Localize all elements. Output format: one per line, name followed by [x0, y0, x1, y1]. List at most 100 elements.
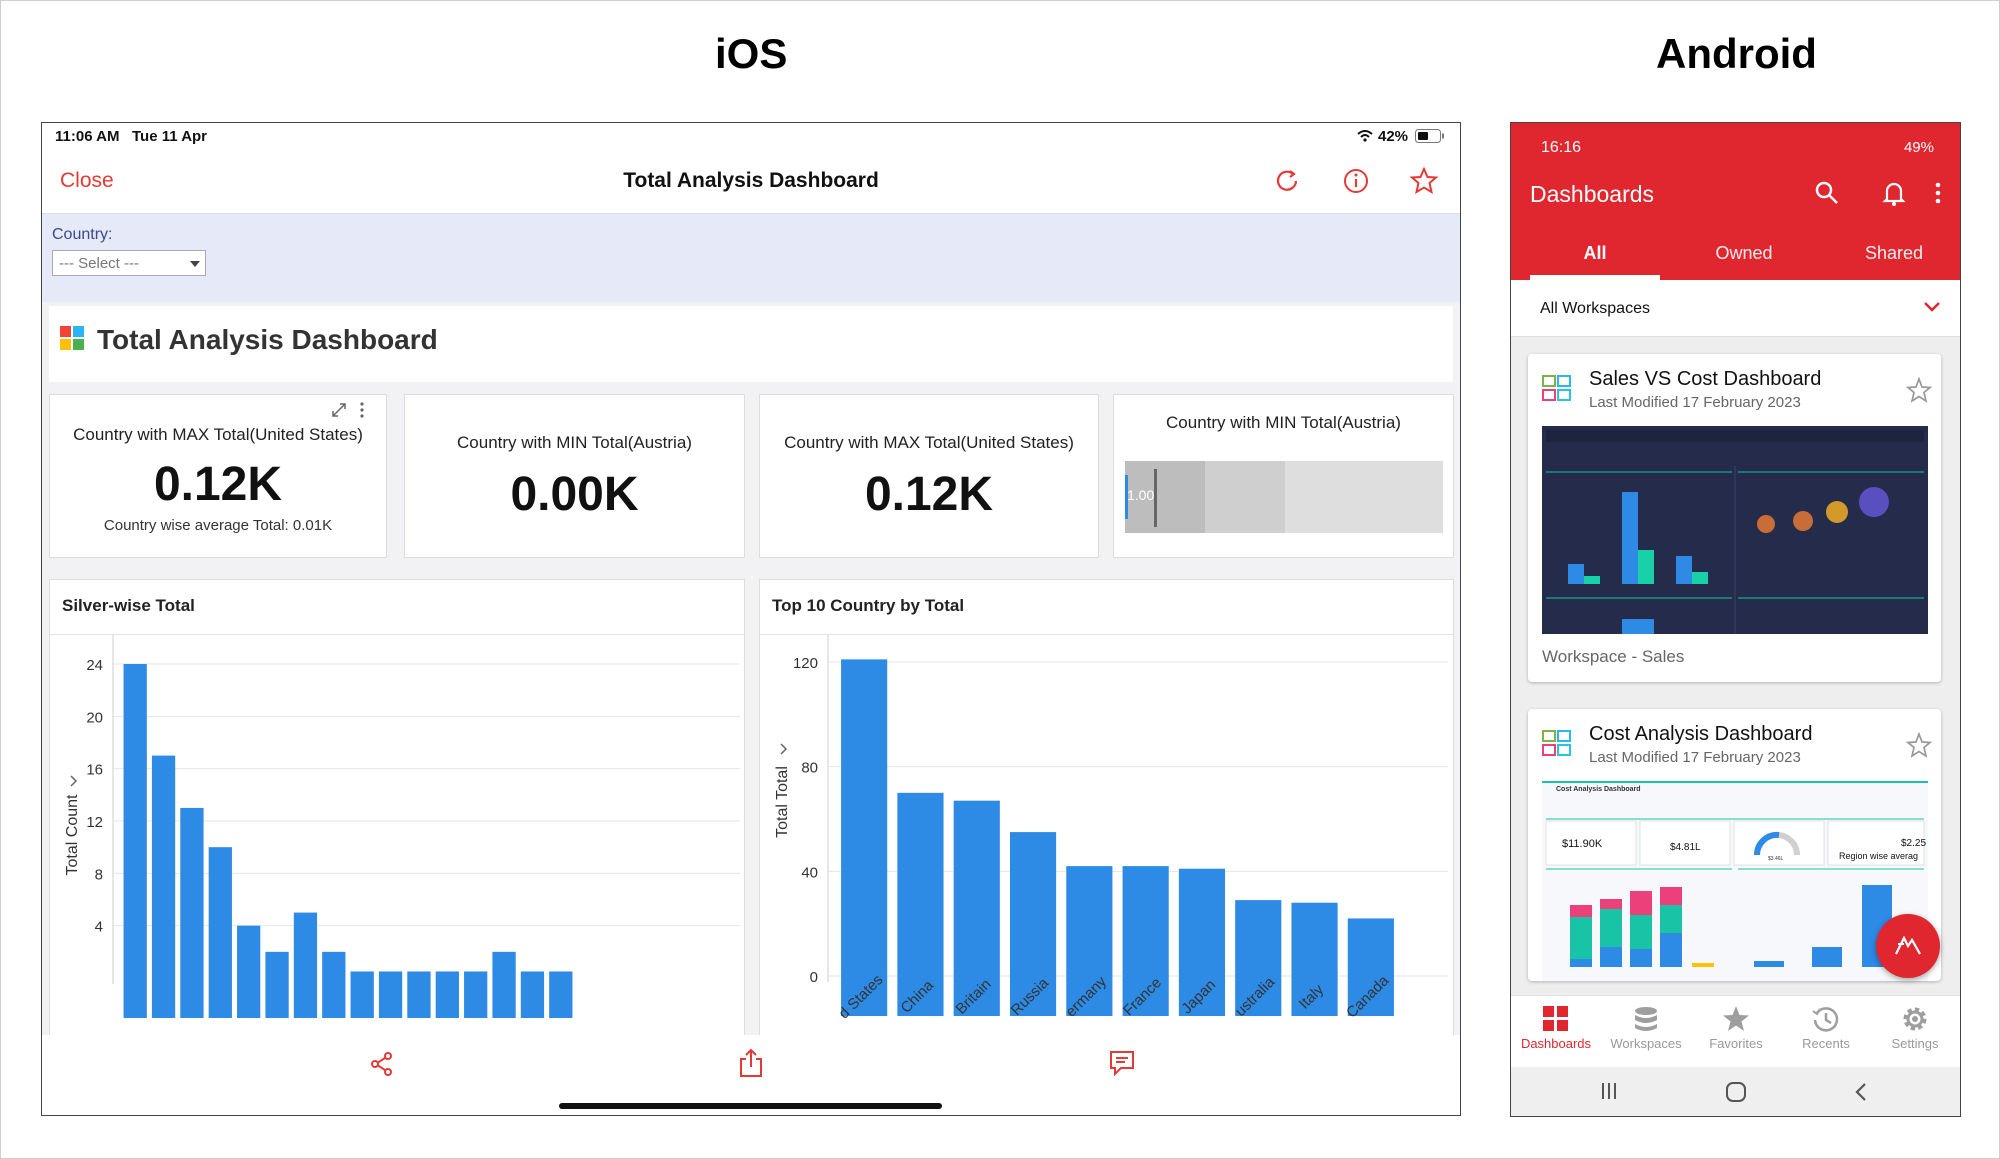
bar[interactable]: [180, 807, 204, 1018]
nav-workspaces[interactable]: Workspaces: [1601, 1000, 1691, 1051]
workspaces-icon: [1635, 1007, 1657, 1031]
comment-icon[interactable]: [1107, 1049, 1137, 1077]
nav-settings[interactable]: Settings: [1870, 1000, 1960, 1051]
recent-apps-icon[interactable]: [1599, 1081, 1619, 1101]
bar[interactable]: [520, 971, 545, 1018]
country-select-value: --- Select ---: [59, 255, 139, 272]
country-select[interactable]: --- Select ---: [52, 250, 206, 276]
filter-panel: Country: --- Select ---: [42, 214, 1460, 302]
kpi-card-max-total[interactable]: Country with MAX Total(United States) 0.…: [49, 394, 387, 558]
workspace-selector[interactable]: All Workspaces: [1511, 280, 1960, 337]
ios-bottom-toolbar: [42, 1035, 1460, 1115]
bar[interactable]: [1347, 918, 1394, 1016]
star-icon[interactable]: [1906, 377, 1932, 403]
chevron-right-icon[interactable]: [780, 743, 788, 755]
kpi-subtitle: Country wise average Total: 0.01K: [103, 517, 333, 534]
dashboard-header: Total Analysis Dashboard: [49, 306, 1453, 382]
divider: [50, 634, 744, 635]
bar[interactable]: [1122, 866, 1169, 1016]
bar[interactable]: [322, 951, 346, 1018]
expand-icon[interactable]: [330, 401, 348, 419]
bar[interactable]: [378, 971, 403, 1018]
bar[interactable]: [237, 925, 261, 1018]
ios-status-bar: 11:06 AM Tue 11 Apr 42%: [42, 123, 1460, 151]
bar[interactable]: [151, 755, 176, 1018]
bar[interactable]: [1009, 832, 1057, 1016]
bar[interactable]: [492, 951, 516, 1018]
dashboard-thumbnail: [1542, 426, 1928, 634]
more-vertical-icon[interactable]: [358, 401, 366, 419]
nav-favorites[interactable]: Favorites: [1691, 1000, 1781, 1051]
bar[interactable]: [1291, 902, 1338, 1016]
kpi-value: 0.12K: [864, 468, 994, 521]
bar[interactable]: [293, 912, 318, 1018]
share-icon[interactable]: [368, 1050, 396, 1078]
kpi-card-bullet[interactable]: Country with MIN Total(Austria) 1.00: [1113, 394, 1454, 558]
more-vertical-icon[interactable]: [1934, 181, 1942, 205]
bar[interactable]: [435, 971, 459, 1018]
app-title: Dashboards: [1530, 181, 1655, 207]
tab-owned[interactable]: Owned: [1715, 243, 1773, 263]
y-tick-label: 40: [801, 864, 818, 881]
nav-recents[interactable]: Recents: [1781, 1000, 1871, 1051]
android-system-nav: [1511, 1067, 1960, 1116]
dropdown-caret-icon: [190, 261, 200, 267]
close-button[interactable]: Close: [60, 169, 114, 192]
tab-shared[interactable]: Shared: [1864, 243, 1924, 263]
bar[interactable]: [897, 792, 944, 1016]
bottom-navigation: Dashboards Workspaces Favorites Recents …: [1511, 995, 1960, 1068]
card-workspace: Workspace - Sales: [1542, 647, 1685, 666]
bar[interactable]: [1066, 866, 1113, 1016]
home-icon[interactable]: [1725, 1081, 1747, 1103]
bullet-target: [1154, 469, 1157, 527]
bell-icon[interactable]: [1882, 179, 1906, 207]
kpi-card-max-total-2[interactable]: Country with MAX Total(United States) 0.…: [759, 394, 1099, 558]
y-axis-label: Total Count: [64, 794, 81, 875]
dashboard-card-sales-vs-cost[interactable]: Sales VS Cost Dashboard Last Modified 17…: [1528, 354, 1941, 682]
chart-silver-wise-total: Silver-wise Total 4 8 12 16 20 24 Total Count: [49, 579, 745, 1039]
chevron-right-icon[interactable]: [70, 775, 78, 787]
nav-label: Favorites: [1709, 1036, 1763, 1051]
bar[interactable]: [265, 951, 289, 1018]
bar[interactable]: [123, 664, 147, 1018]
nav-label: Dashboards: [1520, 1036, 1592, 1051]
kpi-title: Country with MIN Total(Austria): [1166, 413, 1401, 432]
status-time: 16:16: [1541, 139, 1582, 156]
bar[interactable]: [464, 971, 488, 1018]
bar[interactable]: [1178, 868, 1226, 1016]
back-icon[interactable]: [1853, 1081, 1869, 1103]
favorites-star-icon: [1723, 1006, 1749, 1031]
kpi-title: Country with MAX Total(United States): [784, 433, 1074, 452]
export-icon[interactable]: [737, 1047, 765, 1079]
wifi-icon: [1357, 130, 1373, 142]
bar[interactable]: [208, 847, 232, 1018]
nav-dashboards[interactable]: Dashboards: [1511, 1000, 1601, 1051]
bar[interactable]: [350, 971, 374, 1018]
create-dashboard-fab[interactable]: [1876, 914, 1940, 978]
bar[interactable]: [1235, 900, 1282, 1016]
star-icon[interactable]: [1906, 732, 1932, 758]
chart-title: Silver-wise Total: [62, 596, 195, 615]
nav-label: Settings: [1891, 1036, 1939, 1051]
tab-all[interactable]: All: [1583, 243, 1607, 263]
search-icon[interactable]: [1814, 180, 1840, 206]
bar[interactable]: [407, 971, 431, 1018]
dashboard-card-cost-analysis[interactable]: Cost Analysis Dashboard Last Modified 17…: [1528, 709, 1941, 981]
thumb-kpi: $4.81L: [1670, 842, 1701, 853]
bar[interactable]: [841, 659, 888, 1016]
refresh-icon[interactable]: [1271, 165, 1303, 197]
bar[interactable]: [953, 800, 1000, 1016]
chevron-down-icon[interactable]: [1923, 301, 1941, 313]
country-filter-label: Country:: [52, 226, 113, 243]
status-date: Tue 11 Apr: [132, 128, 208, 145]
info-icon[interactable]: [1340, 165, 1372, 197]
star-icon[interactable]: [1408, 165, 1440, 197]
kpi-card-min-total[interactable]: Country with MIN Total(Austria) 0.00K: [404, 394, 745, 558]
bar[interactable]: [549, 971, 573, 1018]
ios-device: 11:06 AM Tue 11 Apr 42% Close Total Anal…: [41, 122, 1461, 1116]
dashboards-icon: [1543, 1006, 1568, 1031]
card-title: Sales VS Cost Dashboard: [1589, 368, 1822, 390]
y-tick-label: 4: [95, 919, 103, 936]
y-tick-label: 0: [810, 969, 818, 986]
